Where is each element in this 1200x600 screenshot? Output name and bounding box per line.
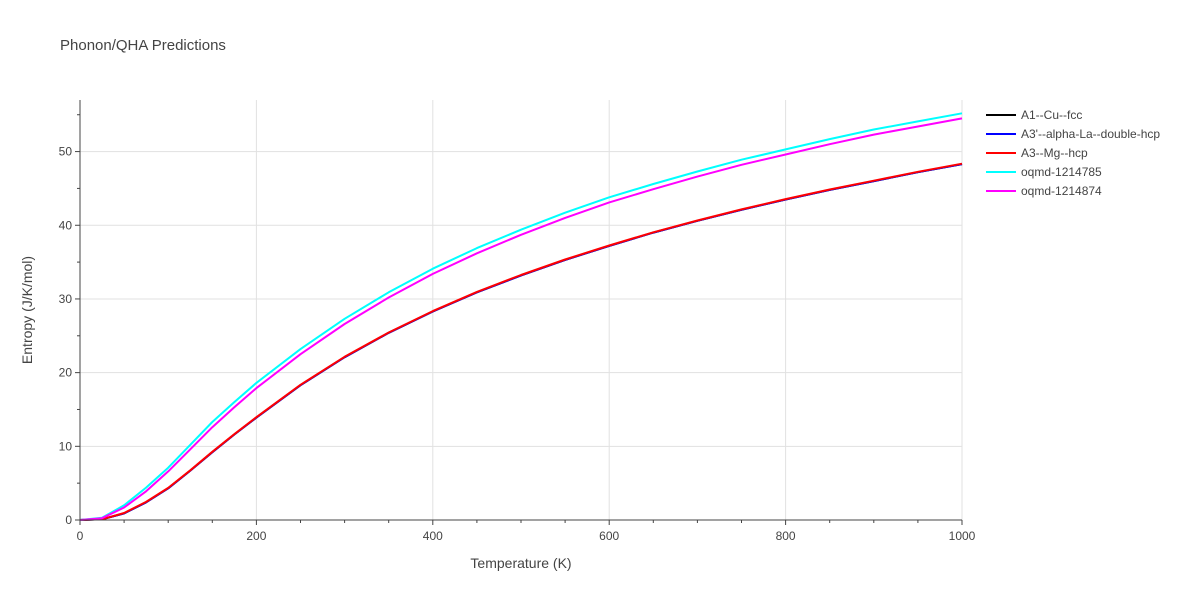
legend-item[interactable]: oqmd-1214874 <box>986 184 1102 198</box>
legend-label: A3--Mg--hcp <box>1021 146 1088 160</box>
series-line-1[interactable] <box>79 163 963 521</box>
series-line-2[interactable] <box>79 163 963 521</box>
chart-title: Phonon/QHA Predictions <box>60 37 226 54</box>
legend-label: A3'--alpha-La--double-hcp <box>1021 127 1160 141</box>
axes: 0 200 400 600 800 1000 0 10 20 30 40 50 <box>59 100 976 543</box>
x-tick-label: 200 <box>246 529 266 543</box>
x-tick-label: 0 <box>77 529 84 543</box>
legend[interactable]: A1--Cu--fcc A3'--alpha-La--double-hcp A3--… <box>986 108 1160 198</box>
series-line-5[interactable] <box>79 117 963 521</box>
grid <box>80 100 963 520</box>
legend-label: oqmd-1214874 <box>1021 184 1102 198</box>
y-tick-label: 0 <box>65 513 72 527</box>
y-tick-label: 30 <box>59 292 73 306</box>
y-tick-label: 10 <box>59 439 73 453</box>
y-tick-label: 40 <box>59 218 73 232</box>
series-line-3[interactable] <box>79 162 963 521</box>
legend-label: A1--Cu--fcc <box>1021 108 1082 122</box>
legend-item[interactable]: A3'--alpha-La--double-hcp <box>986 127 1160 141</box>
legend-item[interactable]: oqmd-1214785 <box>986 165 1102 179</box>
x-tick-label: 400 <box>423 529 443 543</box>
x-tick-label: 800 <box>776 529 796 543</box>
x-tick-label: 1000 <box>949 529 976 543</box>
legend-label: oqmd-1214785 <box>1021 165 1102 179</box>
legend-item[interactable]: A1--Cu--fcc <box>986 108 1082 122</box>
x-axis-title: Temperature (K) <box>470 555 571 571</box>
plot-area[interactable] <box>79 112 963 521</box>
y-axis-title: Entropy (J/K/mol) <box>19 256 35 364</box>
y-tick-label: 50 <box>59 145 73 159</box>
y-tick-label: 20 <box>59 366 73 380</box>
x-tick-label: 600 <box>599 529 619 543</box>
series-line-4[interactable] <box>79 112 963 521</box>
legend-item[interactable]: A3--Mg--hcp <box>986 146 1088 160</box>
